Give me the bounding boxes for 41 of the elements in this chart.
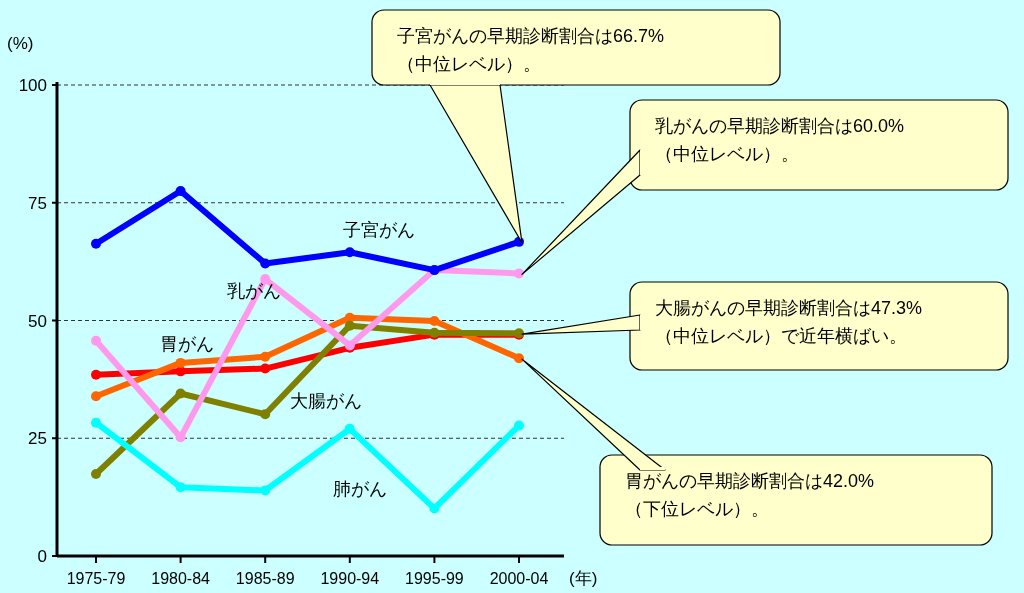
x-tick-label: 2000-04	[489, 570, 549, 587]
series-label: 胃がん	[160, 334, 214, 354]
y-tick-label: 50	[28, 311, 47, 331]
point	[175, 482, 186, 493]
y-axis-title: (%)	[7, 34, 34, 53]
series-label: 子宮がん	[343, 220, 415, 240]
x-tick-label: 1985-89	[235, 570, 295, 587]
point	[344, 320, 355, 331]
x-tick-label: 1975-79	[66, 570, 126, 587]
point	[91, 469, 101, 480]
y-tick-label: 100	[18, 76, 47, 95]
y-tick-label: 0	[37, 547, 47, 566]
x-tick-label: 1990-94	[320, 570, 380, 587]
point	[260, 409, 271, 420]
point	[344, 247, 355, 258]
series-label: 肺がん	[333, 479, 387, 499]
point	[175, 357, 186, 368]
series-label: 乳がん	[227, 281, 281, 301]
point	[429, 315, 440, 326]
series-label: 大腸がん	[290, 391, 362, 411]
x-tick-label: 1980-84	[151, 570, 211, 587]
point	[344, 423, 355, 434]
x-axis-title: (年)	[569, 569, 598, 588]
point	[91, 335, 101, 346]
point	[514, 420, 524, 431]
point	[175, 185, 186, 196]
point	[514, 353, 524, 364]
x-tick-label: 1995-99	[405, 570, 464, 587]
point	[91, 238, 101, 249]
point	[260, 485, 271, 496]
point	[91, 391, 101, 402]
point	[260, 363, 271, 374]
y-tick-label: 75	[28, 193, 47, 213]
y-tick-label: 25	[28, 429, 47, 449]
point	[260, 258, 271, 269]
point	[91, 417, 101, 428]
point	[175, 388, 186, 399]
point	[91, 369, 101, 380]
point	[260, 351, 271, 362]
point	[429, 503, 440, 514]
point	[514, 268, 524, 279]
